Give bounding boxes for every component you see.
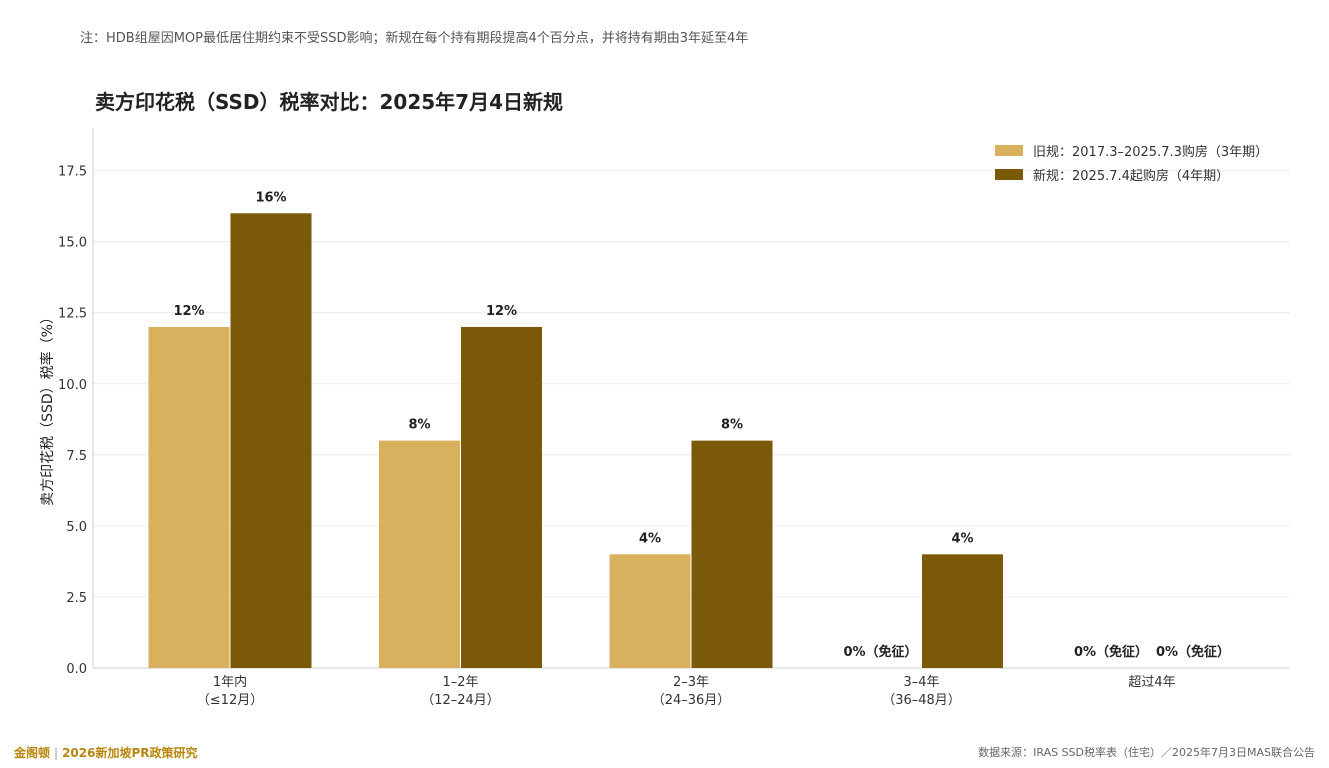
data-label: 12%	[173, 304, 204, 319]
data-label: 4%	[951, 531, 973, 546]
brand-separator: |	[54, 746, 59, 760]
x-tick-label: 1年内	[213, 674, 247, 690]
data-label: 8%	[408, 418, 430, 433]
x-tick-label: 超过4年	[1128, 675, 1175, 690]
y-tick-label: 15.0	[58, 236, 87, 251]
data-label: 0%（免征）	[1074, 644, 1148, 660]
legend-swatch	[995, 169, 1023, 180]
bar	[461, 326, 542, 668]
footer-brand: 金阁顿 | 2026新加坡PR政策研究	[14, 744, 198, 761]
data-label: 4%	[639, 531, 661, 546]
data-label: 0%（免征）	[1156, 644, 1230, 660]
bar	[230, 213, 312, 668]
bar	[691, 440, 773, 668]
data-label: 12%	[486, 304, 517, 319]
chart-note: 注：HDB组屋因MOP最低居住期约束不受SSD影响；新规在每个持有期段提高4个百…	[80, 31, 749, 46]
x-tick-label: （≤12月）	[197, 693, 263, 708]
x-tick-label: 1–2年	[442, 675, 478, 690]
data-label: 8%	[721, 418, 743, 433]
y-axis-label: 卖方印花税（SSD）税率（%）	[39, 310, 56, 506]
chart-title: 卖方印花税（SSD）税率对比：2025年7月4日新规	[95, 90, 564, 114]
legend-label: 旧规：2017.3–2025.7.3购房（3年期）	[1033, 144, 1268, 160]
y-tick-label: 2.5	[66, 591, 87, 606]
bar	[609, 554, 691, 668]
x-tick-label: 3–4年	[903, 675, 939, 690]
x-tick-label: （24–36月）	[652, 693, 731, 708]
y-tick-label: 12.5	[58, 307, 87, 322]
report-name: 2026新加坡PR政策研究	[62, 746, 198, 760]
y-tick-label: 10.0	[58, 378, 87, 393]
x-tick-label: 2–3年	[673, 675, 709, 690]
legend-label: 新规：2025.7.4起购房（4年期）	[1033, 168, 1229, 184]
data-label: 0%（免征）	[843, 644, 917, 660]
data-label: 16%	[255, 190, 286, 205]
y-tick-label: 7.5	[66, 449, 87, 464]
y-tick-label: 0.0	[66, 662, 87, 677]
bar	[379, 440, 460, 668]
x-tick-label: （12–24月）	[421, 693, 500, 708]
bar	[922, 554, 1003, 668]
y-tick-label: 5.0	[66, 520, 87, 535]
data-source: 数据来源：IRAS SSD税率表（住宅）／2025年7月3日MAS联合公告	[978, 746, 1315, 759]
legend-swatch	[995, 145, 1023, 156]
y-tick-label: 17.5	[58, 165, 87, 180]
x-tick-label: （36–48月）	[882, 693, 961, 708]
brand-name: 金阁顿	[14, 746, 51, 760]
bar	[148, 326, 230, 668]
